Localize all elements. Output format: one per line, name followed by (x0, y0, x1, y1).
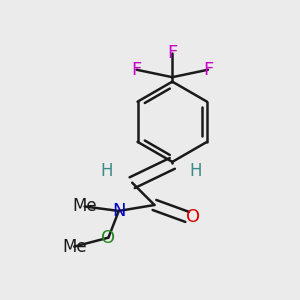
Text: Me: Me (72, 197, 97, 215)
Text: F: F (131, 61, 142, 79)
Text: F: F (167, 44, 177, 62)
Text: H: H (190, 162, 202, 180)
Text: O: O (101, 229, 116, 247)
Text: N: N (112, 202, 125, 220)
Text: O: O (186, 208, 200, 226)
Text: F: F (203, 61, 213, 79)
Text: Me: Me (62, 238, 86, 256)
Text: H: H (101, 162, 113, 180)
